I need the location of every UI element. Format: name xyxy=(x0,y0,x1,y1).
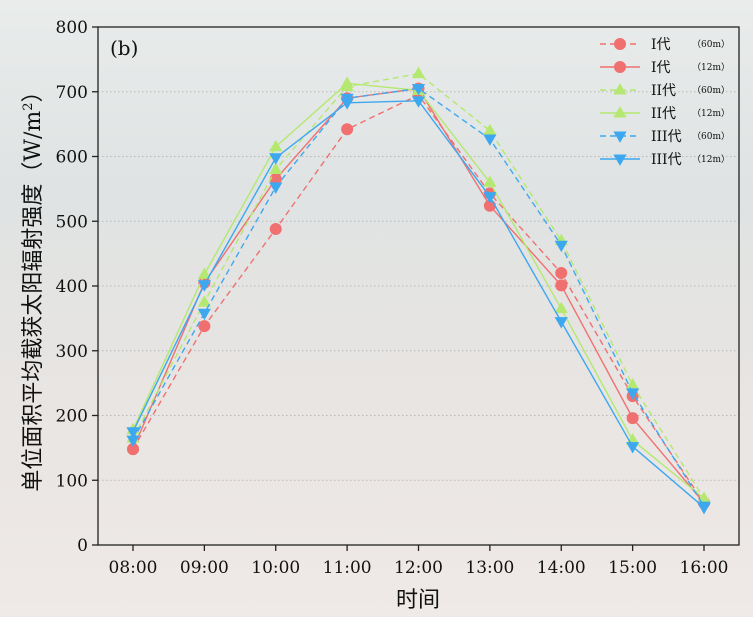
data-point xyxy=(269,173,282,186)
legend-sublabel: （12m） xyxy=(692,154,730,165)
data-point xyxy=(554,301,568,314)
data-point xyxy=(340,76,354,88)
series-layer xyxy=(126,66,711,515)
x-axis-title: 时间 xyxy=(396,588,440,613)
y-tick-label: 500 xyxy=(56,212,88,232)
data-point xyxy=(269,182,283,194)
x-tick-label: 08:00 xyxy=(109,558,158,578)
series-line xyxy=(132,87,705,507)
data-point xyxy=(126,427,140,439)
y-axis-title-end: ） xyxy=(21,80,46,102)
legend-marker xyxy=(613,106,627,118)
y-axis-title-sup: 2 xyxy=(21,102,36,110)
legend-item: II代 （12m） xyxy=(600,106,730,122)
data-point xyxy=(341,123,354,136)
data-point xyxy=(197,280,211,292)
series-line xyxy=(132,87,705,504)
legend-marker xyxy=(613,131,627,143)
data-point xyxy=(198,320,211,333)
data-point xyxy=(697,502,711,515)
legend-item: III代 （60m） xyxy=(600,129,730,145)
data-point xyxy=(555,267,568,280)
axis-ticks: 0 100 200 300 400 500 600 700 800 08:00 09:00 10:00… xyxy=(56,18,729,578)
x-tick-label: 14:00 xyxy=(537,558,586,578)
legend-sublabel: （12m） xyxy=(692,62,730,73)
series-line xyxy=(132,72,705,499)
data-point xyxy=(126,435,140,448)
y-tick-label: 400 xyxy=(56,277,88,297)
legend-label: I代 xyxy=(651,37,671,53)
x-tick-label: 10:00 xyxy=(251,558,300,578)
data-point xyxy=(127,443,139,456)
legend-sublabel: （12m） xyxy=(692,108,730,119)
data-point xyxy=(197,267,211,279)
x-tick-label: 15:00 xyxy=(608,558,657,578)
y-tick-label: 300 xyxy=(56,342,88,362)
data-point xyxy=(197,295,211,307)
y-tick-label: 200 xyxy=(56,407,88,427)
data-point xyxy=(269,223,282,236)
legend-item: III代 （12m） xyxy=(600,152,730,168)
x-tick-label: 16:00 xyxy=(680,558,729,578)
data-point xyxy=(483,192,497,204)
data-point xyxy=(483,175,497,187)
legend-item: I代 （60m） xyxy=(600,37,730,53)
legend-label: II代 xyxy=(651,83,676,99)
panel-label: (b) xyxy=(110,36,138,60)
data-point xyxy=(554,317,568,329)
data-point xyxy=(411,84,426,96)
data-point xyxy=(269,162,283,174)
data-point xyxy=(554,240,568,253)
legend-label: I代 xyxy=(651,60,671,76)
legend-label: II代 xyxy=(651,106,676,122)
y-tick-label: 600 xyxy=(56,148,88,168)
series-6 xyxy=(126,96,711,515)
data-point xyxy=(269,139,283,152)
legend-label: III代 xyxy=(651,129,682,145)
gridlines xyxy=(98,91,739,481)
legend-label: III代 xyxy=(651,152,682,168)
data-point xyxy=(626,412,639,425)
legend-sublabel: （60m） xyxy=(692,39,730,50)
x-tick-label: 11:00 xyxy=(323,558,372,578)
legend-item: II代 （60m） xyxy=(600,83,730,99)
data-point xyxy=(555,279,568,292)
data-point xyxy=(411,66,426,79)
data-point xyxy=(626,442,640,454)
data-point xyxy=(340,98,354,110)
x-tick-label: 13:00 xyxy=(465,558,514,578)
data-point xyxy=(411,96,426,108)
legend-item: I代 （12m） xyxy=(600,60,730,76)
legend-sublabel: （60m） xyxy=(692,131,730,142)
data-point xyxy=(197,308,211,321)
y-axis-title: 单位面积平均截获太阳辐射强度（W/m2） xyxy=(21,80,46,491)
series-4 xyxy=(126,76,711,503)
y-tick-label: 800 xyxy=(56,18,88,38)
legend-marker xyxy=(614,38,626,50)
y-tick-label: 100 xyxy=(56,471,88,491)
legend-marker xyxy=(613,83,627,95)
data-point xyxy=(626,378,640,390)
x-tick-label: 12:00 xyxy=(394,558,443,578)
data-point xyxy=(483,123,497,136)
legend-marker xyxy=(613,154,627,166)
data-point xyxy=(483,134,497,146)
y-tick-label: 0 xyxy=(77,536,88,556)
x-tick-label: 09:00 xyxy=(180,558,229,578)
legend: I代 （60m）I代 （12m）II代 （60m）II代 （12m）III代 （60m）I… xyxy=(600,37,730,168)
series-5 xyxy=(126,84,711,514)
data-point xyxy=(269,153,283,165)
series-1 xyxy=(127,88,710,509)
legend-sublabel: （60m） xyxy=(692,85,730,96)
data-point xyxy=(626,388,640,400)
y-tick-label: 700 xyxy=(56,83,88,103)
legend-marker xyxy=(614,61,626,73)
y-axis-title-main: 单位面积平均截获太阳辐射强度（W/m xyxy=(21,111,46,492)
series-line xyxy=(132,82,705,499)
